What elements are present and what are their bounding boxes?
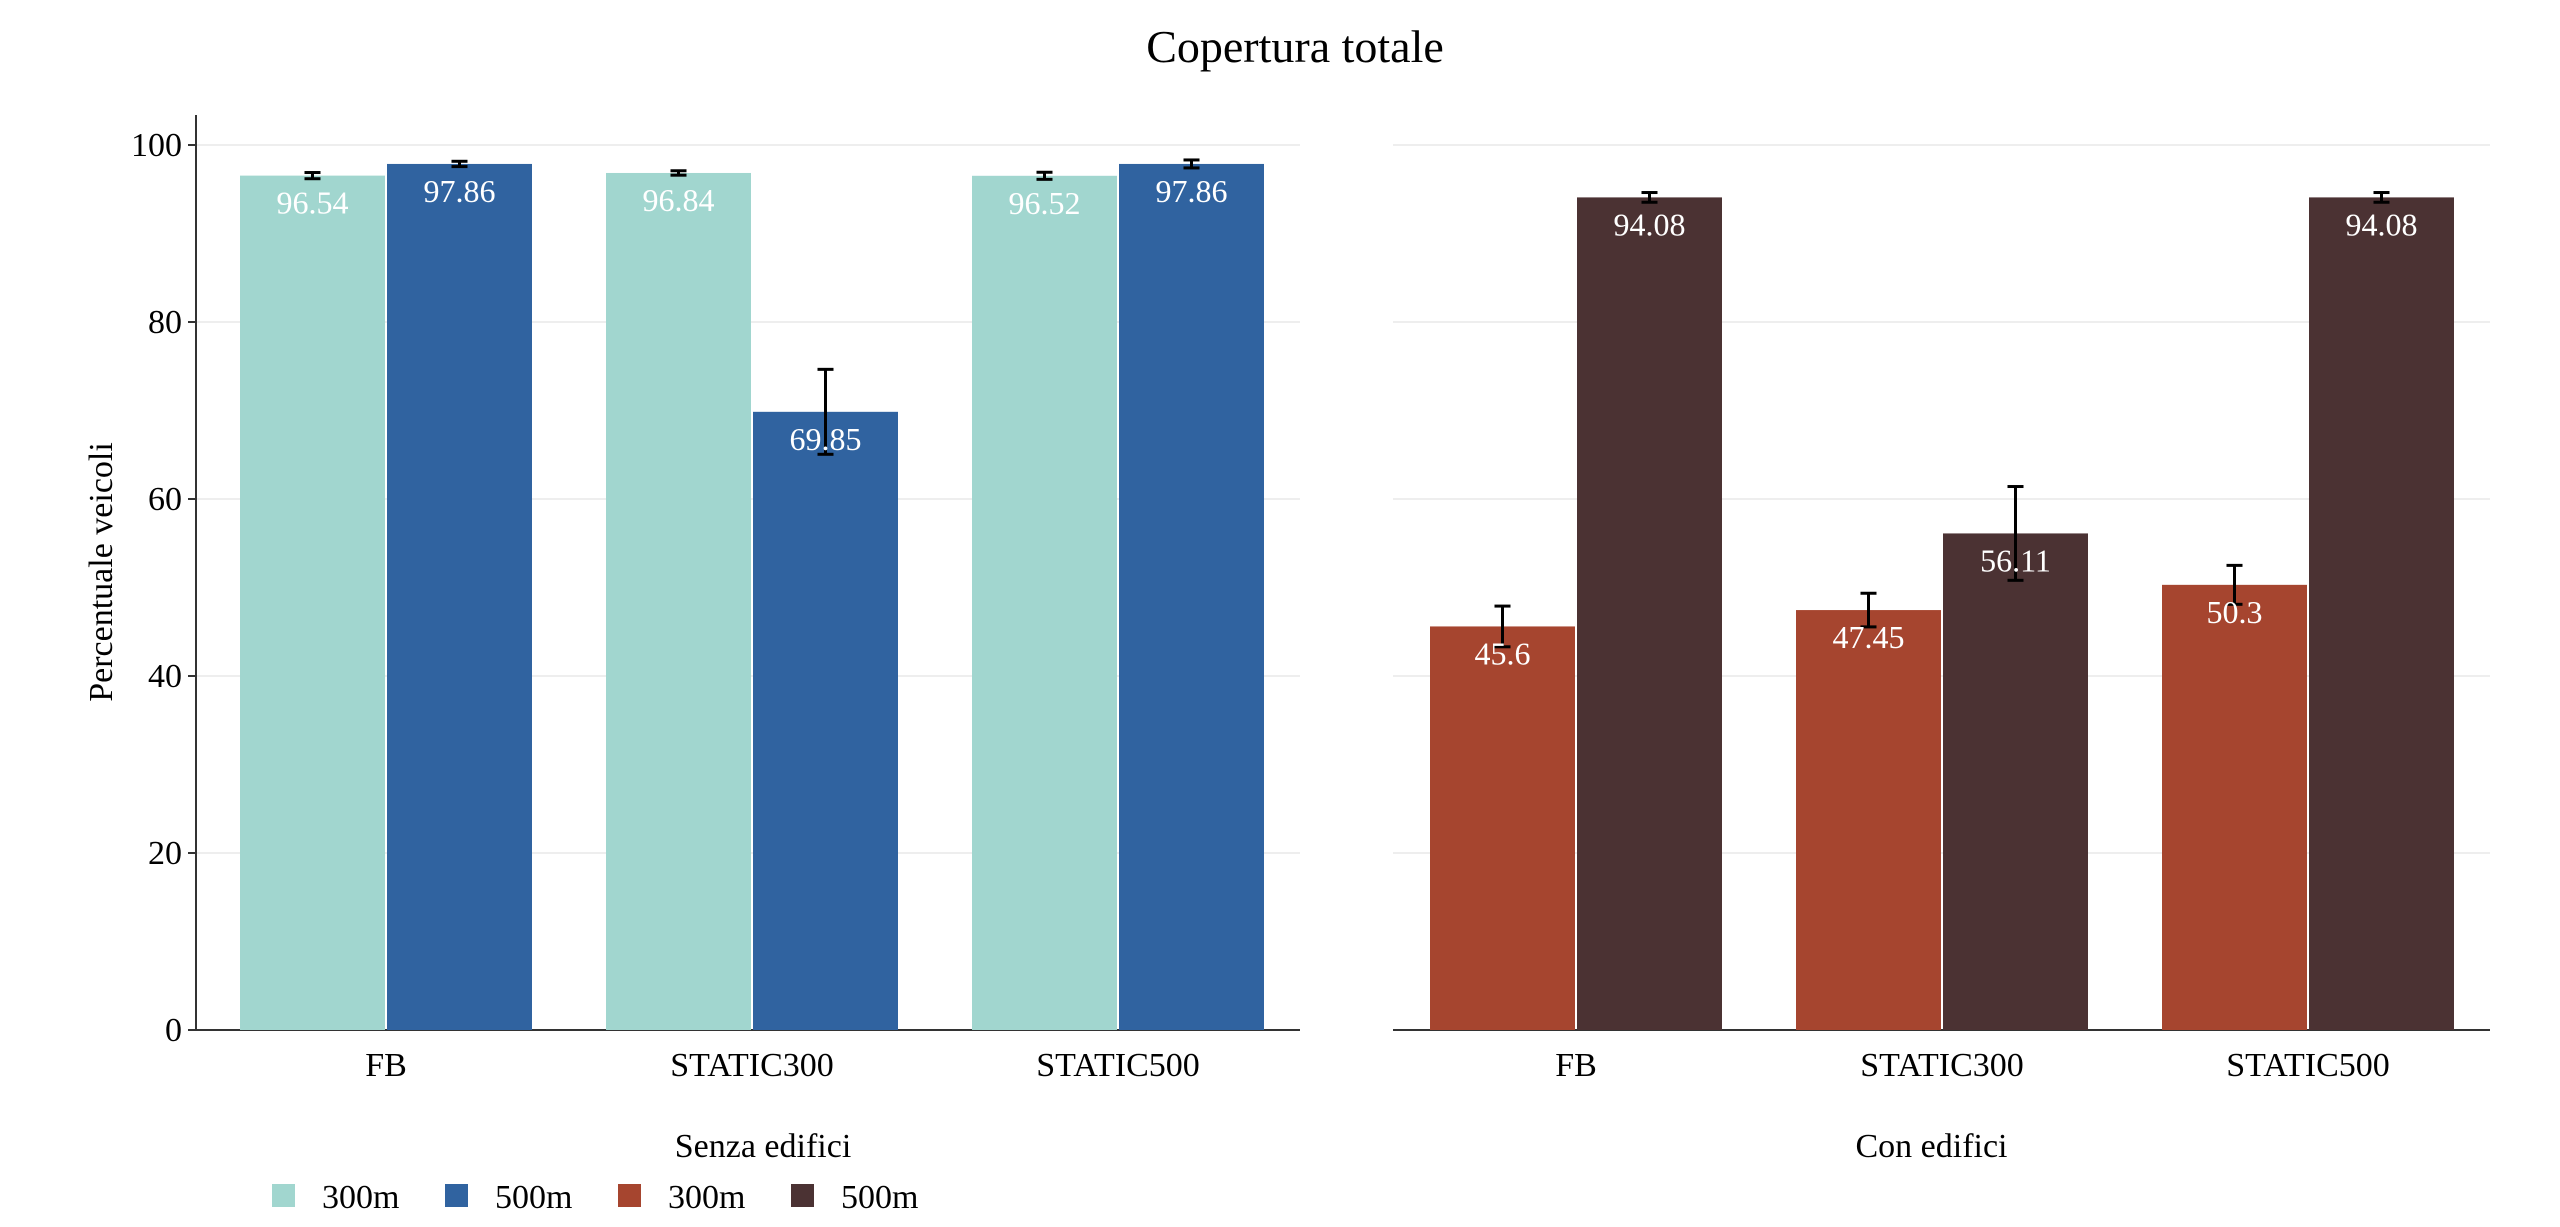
y-tick-label-0: 0 [165, 1012, 182, 1049]
data-label-panel1-static500-300m: 96.52 [1009, 185, 1081, 221]
error-bar-panel1-fb-500m [451, 159, 468, 169]
plot-layer: 0 20 40 60 80 100 96.54 97.86 FB 96.84 69.85 STATIC… [131, 115, 2490, 1165]
legend-label: 300m [322, 1179, 399, 1216]
bar-panel1-static300-500m [753, 411, 898, 1030]
x-tick-label-static300: STATIC300 [1860, 1047, 2024, 1084]
legend: 300m 500m 300m 500m [272, 1179, 918, 1216]
data-label-panel2-fb-500m: 94.08 [1614, 206, 1686, 242]
data-label-panel1-static300-500m: 69.85 [790, 421, 862, 457]
y-tick-label-100: 100 [131, 127, 182, 164]
error-bar-panel2-static300-500m [2007, 485, 2024, 582]
error-bar-panel1-static300-300m [670, 169, 687, 177]
error-bar-panel1-static500-500m [1183, 158, 1200, 170]
x-tick-label-static500: STATIC500 [2226, 1047, 2390, 1084]
y-axis-label: Percentuale veicoli [83, 442, 120, 702]
panel-2: 45.6 94.08 FB 47.45 56.11 STATIC300 50.3 94.08 S… [1393, 144, 2490, 1165]
legend-label: 500m [495, 1179, 572, 1216]
error-bar-panel2-static500-300m [2226, 563, 2243, 606]
data-label-panel1-fb-500m: 97.86 [424, 173, 496, 209]
error-bar-panel2-static500-500m [2373, 191, 2390, 204]
legend-swatch [445, 1184, 468, 1207]
error-bar-panel2-fb-300m [1494, 604, 1511, 649]
legend-item-panel2-500m: 500m [791, 1179, 918, 1216]
y-tick-label-60: 60 [148, 481, 182, 518]
legend-item-panel1-500m: 500m [445, 1179, 572, 1216]
data-label-panel1-fb-300m: 96.54 [277, 185, 349, 221]
legend-label: 300m [668, 1179, 745, 1216]
panel-1: 0 20 40 60 80 100 96.54 97.86 FB 96.84 69.85 STATIC… [131, 115, 1300, 1165]
y-tick-label-20: 20 [148, 835, 182, 872]
x-tick-label-fb: FB [365, 1047, 407, 1084]
bar-panel2-static300-300m [1796, 610, 1941, 1030]
bar-panel2-fb-300m [1430, 626, 1575, 1030]
data-label-panel1-static500-500m: 97.86 [1156, 173, 1228, 209]
bar-panel2-static300-500m [1943, 533, 2088, 1030]
error-bar-panel1-static500-300m [1036, 170, 1053, 181]
data-label-panel2-static300-300m: 47.45 [1833, 619, 1905, 655]
bar-panel1-fb-300m [240, 175, 385, 1031]
data-label-panel2-fb-300m: 45.6 [1475, 635, 1531, 671]
legend-swatch [618, 1184, 641, 1207]
bar-panel2-static500-300m [2162, 584, 2307, 1030]
error-bar-panel1-static300-500m [817, 367, 834, 456]
bar-panel1-static500-500m [1119, 163, 1264, 1031]
x-tick-label-fb: FB [1555, 1047, 1597, 1084]
legend-item-panel2-300m: 300m [618, 1179, 745, 1216]
bar-panel1-static300-300m [606, 172, 751, 1030]
x-axis-label-panel-1: Senza edifici [675, 1128, 852, 1165]
legend-swatch [791, 1184, 814, 1207]
data-label-panel2-static500-300m: 50.3 [2207, 594, 2263, 630]
x-axis-label-panel-2: Con edifici [1855, 1128, 2007, 1165]
x-tick-label-static300: STATIC300 [670, 1047, 834, 1084]
legend-swatch [272, 1184, 295, 1207]
data-label-panel2-static300-500m: 56.11 [1980, 542, 2051, 578]
x-tick-label-static500: STATIC500 [1036, 1047, 1200, 1084]
y-tick-label-40: 40 [148, 658, 182, 695]
legend-item-panel1-300m: 300m [272, 1179, 399, 1216]
bar-panel2-static500-500m [2309, 197, 2454, 1031]
error-bar-panel1-fb-300m [304, 171, 321, 181]
legend-label: 500m [841, 1179, 918, 1216]
bar-panel1-static500-300m [972, 175, 1117, 1031]
y-tick-label-80: 80 [148, 304, 182, 341]
bar-panel1-fb-500m [387, 163, 532, 1031]
chart-title: Copertura totale [1146, 21, 1444, 72]
bar-panel2-fb-500m [1577, 197, 1722, 1031]
error-bar-panel2-static300-300m [1860, 591, 1877, 629]
data-label-panel1-static300-300m: 96.84 [643, 182, 715, 218]
error-bar-panel2-fb-500m [1641, 191, 1658, 204]
data-label-panel2-static500-500m: 94.08 [2346, 206, 2418, 242]
